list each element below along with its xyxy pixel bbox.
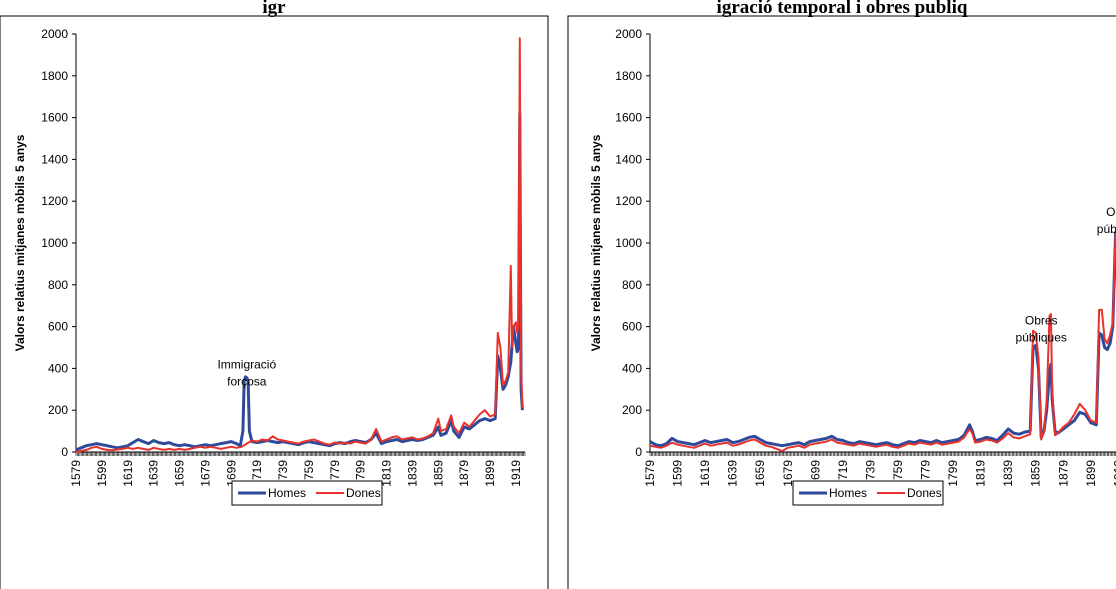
series-line-dones bbox=[75, 37, 524, 453]
y-axis-label: Valors relatius mitjanes mòbils 5 anys bbox=[13, 134, 27, 351]
x-tick-label: 1919 bbox=[1111, 460, 1116, 487]
x-tick-label: 1659 bbox=[173, 460, 187, 487]
x-tick-label: 1679 bbox=[198, 460, 212, 487]
y-tick-label: 1800 bbox=[41, 69, 68, 83]
x-tick-label: 1859 bbox=[431, 460, 445, 487]
series-line-homes bbox=[75, 111, 524, 452]
x-tick-label: 1699 bbox=[224, 460, 238, 487]
x-tick-label: 1639 bbox=[147, 460, 161, 487]
y-tick-label: 1600 bbox=[41, 111, 68, 125]
annotation-text: Immigració bbox=[217, 357, 276, 371]
y-tick-label: 600 bbox=[622, 320, 642, 334]
x-tick-label: 1799 bbox=[946, 460, 960, 487]
y-tick-label: 1600 bbox=[615, 111, 642, 125]
legend-label-dones: Dones bbox=[346, 486, 381, 500]
y-tick-label: 1400 bbox=[41, 152, 68, 166]
y-tick-label: 600 bbox=[48, 320, 68, 334]
plot-area: 0 200 400 600 800 1000 1200 1400 1600 1800 2000 157… bbox=[13, 27, 526, 487]
x-tick-label: 1819 bbox=[974, 460, 988, 487]
y-tick-label: 1000 bbox=[41, 236, 68, 250]
x-tick-label: 1899 bbox=[483, 460, 497, 487]
x-tick-label: 1599 bbox=[671, 460, 685, 487]
y-tick-label: 200 bbox=[622, 403, 642, 417]
x-tick-label: 1579 bbox=[643, 460, 657, 487]
x-tick-label: 1619 bbox=[698, 460, 712, 487]
y-tick-label: 800 bbox=[622, 278, 642, 292]
y-tick-label: 2000 bbox=[41, 27, 68, 41]
legend-label-homes: Homes bbox=[268, 486, 306, 500]
y-tick-label: 400 bbox=[622, 361, 642, 375]
x-tick-label: 1879 bbox=[457, 460, 471, 487]
legend: Homes Dones bbox=[792, 480, 944, 506]
annotation-text: Obres bbox=[1025, 314, 1058, 328]
chart-title: igr bbox=[262, 0, 286, 18]
x-tick-label: 1719 bbox=[250, 460, 264, 487]
chart-obres-publiques: igració temporal i obres publiq 0 200 400 6… bbox=[567, 0, 1116, 589]
legend-label-homes: Homes bbox=[829, 486, 867, 500]
legend: Homes Dones bbox=[231, 480, 383, 506]
chart-title: igració temporal i obres publiq bbox=[717, 0, 968, 18]
y-tick-label: 0 bbox=[635, 445, 642, 459]
plot-area: 0 200 400 600 800 1000 1200 1400 1600 1800 2000 157… bbox=[589, 27, 1116, 487]
series-line-dones bbox=[649, 233, 1116, 452]
x-tick-label: 1679 bbox=[781, 460, 795, 487]
y-tick-label: 400 bbox=[48, 361, 68, 375]
annotation-text: Obres bbox=[1106, 205, 1116, 219]
y-tick-label: 1800 bbox=[615, 69, 642, 83]
y-tick-label: 1000 bbox=[615, 236, 642, 250]
legend-label-dones: Dones bbox=[907, 486, 942, 500]
x-tick-label: 1739 bbox=[863, 460, 877, 487]
y-tick-label: 800 bbox=[48, 278, 68, 292]
annotation-text: públiques bbox=[1097, 222, 1116, 236]
y-tick-label: 1400 bbox=[615, 152, 642, 166]
x-tick-label: 1719 bbox=[836, 460, 850, 487]
x-tick-label: 1879 bbox=[1056, 460, 1070, 487]
x-tick-label: 1579 bbox=[69, 460, 83, 487]
x-tick-label: 1839 bbox=[405, 460, 419, 487]
y-axis-label: Valors relatius mitjanes mòbils 5 anys bbox=[589, 134, 603, 351]
annotation-text: públiques bbox=[1016, 331, 1067, 345]
y-tick-label: 1200 bbox=[615, 194, 642, 208]
x-tick-label: 1839 bbox=[1001, 460, 1015, 487]
x-tick-label: 1659 bbox=[753, 460, 767, 487]
x-tick-label: 1819 bbox=[380, 460, 394, 487]
y-tick-label: 1200 bbox=[41, 194, 68, 208]
x-tick-label: 1599 bbox=[95, 460, 109, 487]
y-tick-label: 200 bbox=[48, 403, 68, 417]
y-tick-label: 0 bbox=[61, 445, 68, 459]
chart-frame bbox=[0, 15, 549, 589]
annotation-text: forçosa bbox=[227, 374, 267, 388]
chart-frame bbox=[567, 15, 1116, 589]
x-tick-label: 1759 bbox=[302, 460, 316, 487]
x-tick-label: 1859 bbox=[1029, 460, 1043, 487]
x-tick-label: 1639 bbox=[726, 460, 740, 487]
x-tick-label: 1779 bbox=[328, 460, 342, 487]
x-tick-label: 1619 bbox=[121, 460, 135, 487]
series-line-homes bbox=[649, 231, 1116, 448]
chart-immigracio-forcosa: igr 0 200 400 600 800 1000 1200 1400 1600 1800 200… bbox=[0, 0, 549, 589]
x-tick-label: 1699 bbox=[808, 460, 822, 487]
y-tick-label: 2000 bbox=[615, 27, 642, 41]
x-tick-label: 1899 bbox=[1084, 460, 1098, 487]
x-tick-label: 1759 bbox=[891, 460, 905, 487]
x-tick-label: 1919 bbox=[509, 460, 523, 487]
x-tick-label: 1739 bbox=[276, 460, 290, 487]
x-tick-label: 1779 bbox=[919, 460, 933, 487]
x-tick-label: 1799 bbox=[354, 460, 368, 487]
